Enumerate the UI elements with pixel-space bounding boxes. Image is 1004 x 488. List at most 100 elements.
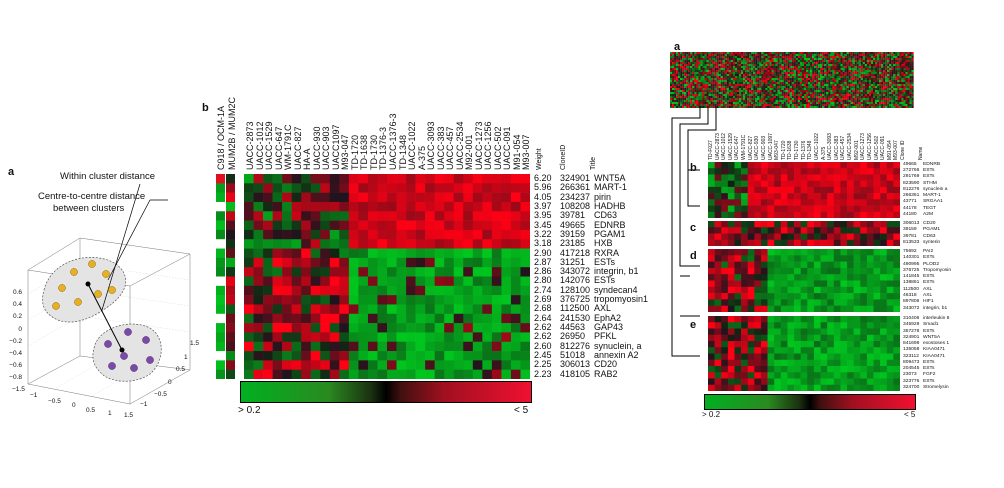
heatmap-cell	[778, 58, 780, 60]
heatmap-cell	[674, 60, 676, 62]
heatmap-cell	[854, 206, 861, 213]
heatmap-cell	[887, 287, 894, 294]
heatmap-cell	[339, 342, 349, 352]
heatmap-cell	[908, 54, 910, 56]
heatmap-cell	[782, 66, 784, 68]
heatmap-cell	[757, 66, 759, 68]
heatmap-cell	[787, 255, 794, 262]
heatmap-cell	[847, 78, 849, 80]
heatmap-cell	[741, 234, 748, 241]
heatmap-cell	[757, 94, 759, 96]
heatmap-cell	[847, 227, 854, 234]
heatmap-cell	[711, 72, 713, 74]
heatmap-cell	[818, 80, 820, 82]
heatmap-cell	[761, 98, 763, 100]
heatmap-cell	[853, 66, 855, 68]
heatmap-cell	[897, 84, 899, 86]
heatmap-cell	[849, 54, 851, 56]
heatmap-cell	[715, 78, 717, 80]
heatmap-cell	[893, 82, 895, 84]
heatmap-cell	[843, 72, 845, 74]
heatmap-cell	[859, 54, 861, 56]
heatmap-cell	[425, 323, 435, 333]
heatmap-cell	[873, 54, 875, 56]
heatmap-cell	[358, 286, 368, 296]
heatmap-cell	[763, 94, 765, 96]
heatmap-cell	[739, 88, 741, 90]
heatmap-cell	[794, 206, 801, 213]
heatmap-cell	[832, 70, 834, 72]
heatmap-cell	[901, 88, 903, 90]
heatmap-cell	[826, 82, 828, 84]
heatmap-cell	[741, 281, 748, 288]
heatmap-cell	[873, 96, 875, 98]
heatmap-cell	[721, 174, 728, 181]
heatmap-cell	[806, 66, 808, 68]
heatmap-cell	[501, 360, 511, 370]
heatmap-cell	[845, 84, 847, 86]
heatmap-cell	[721, 335, 728, 342]
heatmap-cell	[226, 295, 235, 305]
heatmap-cell	[812, 106, 814, 108]
heatmap-cell	[812, 62, 814, 64]
heatmap-cell	[814, 52, 816, 54]
heatmap-cell	[792, 68, 794, 70]
heatmap-cell	[751, 58, 753, 60]
heatmap-cell	[368, 360, 378, 370]
heatmap-cell	[731, 104, 733, 106]
heatmap-cell	[723, 98, 725, 100]
heatmap-cell	[857, 100, 859, 102]
heatmap-cell	[798, 86, 800, 88]
heatmap-cell	[737, 106, 739, 108]
heatmap-cell	[301, 258, 311, 268]
heatmap-cell	[786, 102, 788, 104]
heatmap-cell	[786, 52, 788, 54]
heatmap-cell	[796, 96, 798, 98]
heatmap-cell	[787, 293, 794, 300]
heatmap-cell	[676, 74, 678, 76]
heatmap-cell	[444, 230, 454, 240]
heatmap-cell	[808, 92, 810, 94]
heatmap-cell	[696, 84, 698, 86]
heatmap-cell	[721, 54, 723, 56]
heatmap-cell	[747, 72, 749, 74]
heatmap-cell	[774, 94, 776, 96]
heatmap-cell	[821, 274, 828, 281]
heatmap-cell	[834, 106, 836, 108]
heatmap-cell	[755, 104, 757, 106]
heatmap-cell	[800, 72, 802, 74]
heatmap-cell	[834, 52, 836, 54]
heatmap-cell	[721, 70, 723, 72]
heatmap-cell	[705, 86, 707, 88]
heatmap-cell	[684, 94, 686, 96]
heatmap-cell	[903, 84, 905, 86]
heatmap-cell	[292, 258, 302, 268]
heatmap-cell	[788, 104, 790, 106]
heatmap-cell	[814, 76, 816, 78]
heatmap-cell	[865, 54, 867, 56]
heatmap-cell	[301, 304, 311, 314]
heatmap-cell	[840, 206, 847, 213]
heatmap-cell	[670, 66, 672, 68]
heatmap-cell	[871, 80, 873, 82]
heatmap-cell	[226, 258, 235, 268]
heatmap-cell	[834, 287, 841, 294]
heatmap-cell	[739, 68, 741, 70]
heatmap-cell	[678, 102, 680, 104]
heatmap-cell	[824, 88, 826, 90]
heatmap-cell	[859, 64, 861, 66]
heatmap-cell	[676, 100, 678, 102]
heatmap-cell	[737, 62, 739, 64]
heatmap-cell	[263, 323, 273, 333]
heatmap-cell	[368, 258, 378, 268]
heatmap-cell	[772, 90, 774, 92]
heatmap-cell	[786, 68, 788, 70]
heatmap-cell	[734, 255, 741, 262]
heatmap-cell	[804, 104, 806, 106]
heatmap-cell	[690, 66, 692, 68]
heatmap-cell	[875, 66, 877, 68]
heatmap-cell	[721, 268, 728, 275]
heatmap-cell	[330, 286, 340, 296]
heatmap-cell	[810, 54, 812, 56]
heatmap-cell	[912, 92, 914, 94]
